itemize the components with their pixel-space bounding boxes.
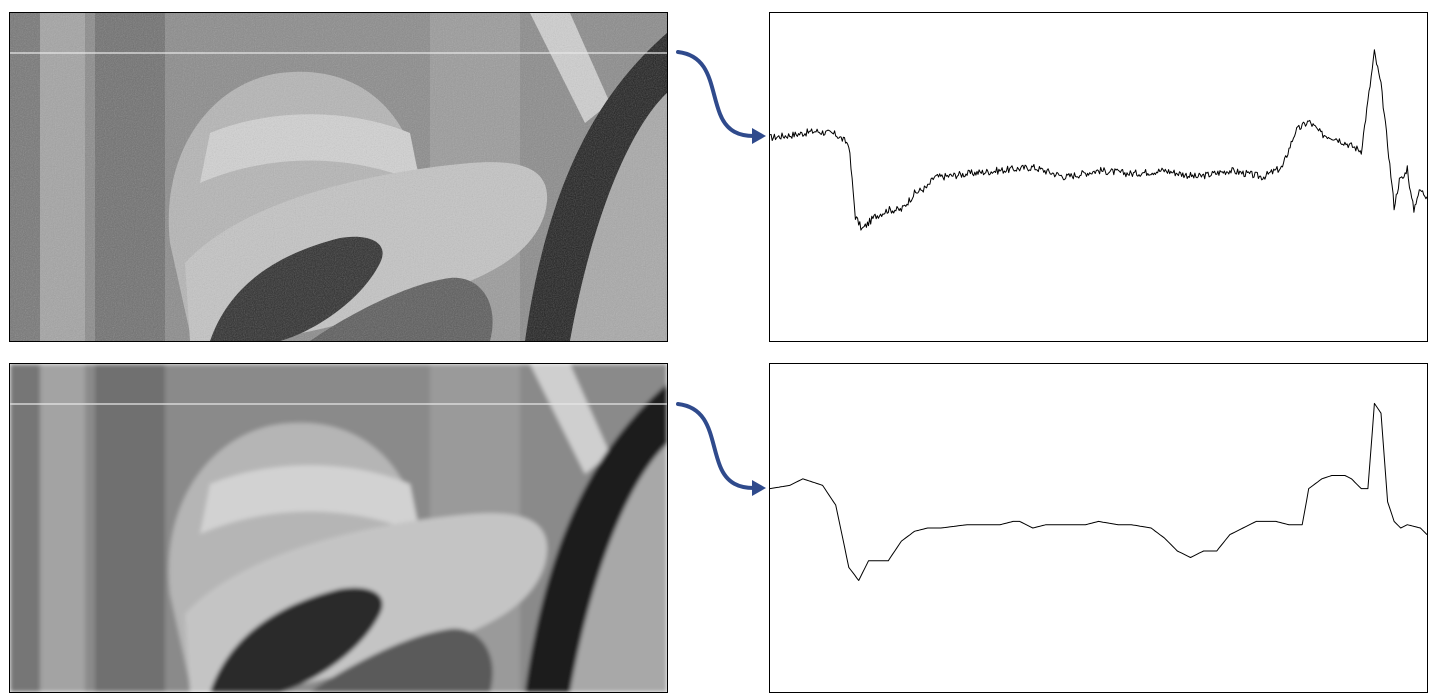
- photo-illustration-smoothed: [10, 364, 667, 692]
- profile-chart-bottom: [770, 402, 1427, 581]
- profile-chart-top: [770, 49, 1427, 231]
- intensity-profile-plot-smoothed: [769, 363, 1428, 693]
- arrow-icon: [676, 50, 766, 144]
- smoothed-photo-panel: [9, 363, 668, 693]
- series-line: [770, 402, 1427, 581]
- intensity-profile-plot-noisy: [769, 12, 1428, 342]
- arrow-icon: [676, 402, 766, 496]
- series-line: [770, 49, 1427, 231]
- original-photo-panel: [9, 12, 668, 342]
- photo-illustration: [10, 13, 667, 341]
